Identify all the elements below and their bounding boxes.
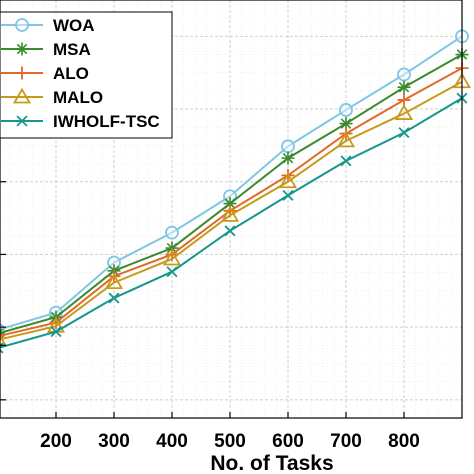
x-tick-label: 700 xyxy=(330,431,362,452)
legend-marker xyxy=(12,87,32,104)
data-point xyxy=(398,127,410,139)
x-tick-label: 300 xyxy=(98,431,130,452)
data-point xyxy=(281,139,295,154)
x-tick-label: 600 xyxy=(272,431,304,452)
data-point xyxy=(224,225,236,237)
x-axis-ticks: 200 300 400 500 600 700 800 xyxy=(0,35,420,452)
legend-marker xyxy=(15,18,29,32)
data-point xyxy=(394,104,414,120)
data-point xyxy=(165,225,179,240)
data-point xyxy=(108,292,120,304)
data-point xyxy=(339,103,353,117)
series-alo xyxy=(0,61,469,338)
series-malo xyxy=(0,72,472,347)
data-point xyxy=(278,172,298,189)
data-point xyxy=(282,189,294,201)
data-point xyxy=(50,326,62,338)
x-axis-label: No. of Tasks xyxy=(210,452,333,474)
series-woa xyxy=(0,29,469,337)
x-tick-label: 400 xyxy=(156,431,188,452)
series-lines xyxy=(0,29,472,354)
data-point xyxy=(166,266,178,278)
legend-item: IWHOLF-TSC xyxy=(1,112,160,131)
data-point xyxy=(220,206,240,222)
legend-label: WOA xyxy=(53,16,95,35)
legend-item: WOA xyxy=(1,16,95,35)
x-tick-label: 200 xyxy=(40,431,72,452)
legend-item: MALO xyxy=(1,87,103,107)
legend-label: IWHOLF-TSC xyxy=(53,112,160,131)
x-tick-label: 500 xyxy=(214,431,246,452)
data-point xyxy=(104,273,124,290)
data-point xyxy=(340,155,352,167)
x-tick-label: 800 xyxy=(388,431,420,452)
legend: WOA MSA ALO MALO IWHOLF-TSC xyxy=(0,11,173,139)
grid-lines xyxy=(0,0,463,419)
plot-frame xyxy=(0,0,463,419)
legend-marker xyxy=(16,115,28,127)
data-point xyxy=(0,334,8,347)
legend-marker xyxy=(15,66,29,80)
legend-box xyxy=(0,11,173,139)
data-point xyxy=(223,197,237,211)
series-line xyxy=(0,80,463,341)
data-point xyxy=(336,131,356,148)
data-point xyxy=(397,67,411,82)
legend-label: ALO xyxy=(53,64,89,83)
data-point xyxy=(339,117,353,131)
data-point xyxy=(0,335,5,338)
legend-item: ALO xyxy=(1,64,89,83)
legend-item: MSA xyxy=(1,40,91,59)
legend-label: MALO xyxy=(53,88,103,107)
legend-label: MSA xyxy=(53,40,91,59)
series-iwholf-tsc xyxy=(0,92,468,354)
series-line xyxy=(0,35,463,331)
data-point xyxy=(397,80,411,94)
legend-marker xyxy=(15,42,29,56)
data-point xyxy=(281,151,295,165)
data-point xyxy=(162,249,182,266)
